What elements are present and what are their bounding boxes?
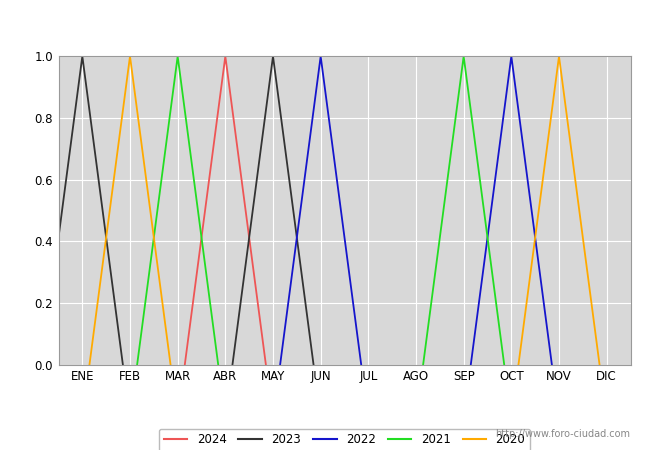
Text: Matriculaciones de Vehiculos en Maranchón: Matriculaciones de Vehiculos en Maranchó… — [149, 16, 501, 31]
Text: http://www.foro-ciudad.com: http://www.foro-ciudad.com — [495, 429, 630, 439]
Legend: 2024, 2023, 2022, 2021, 2020: 2024, 2023, 2022, 2021, 2020 — [159, 429, 530, 450]
